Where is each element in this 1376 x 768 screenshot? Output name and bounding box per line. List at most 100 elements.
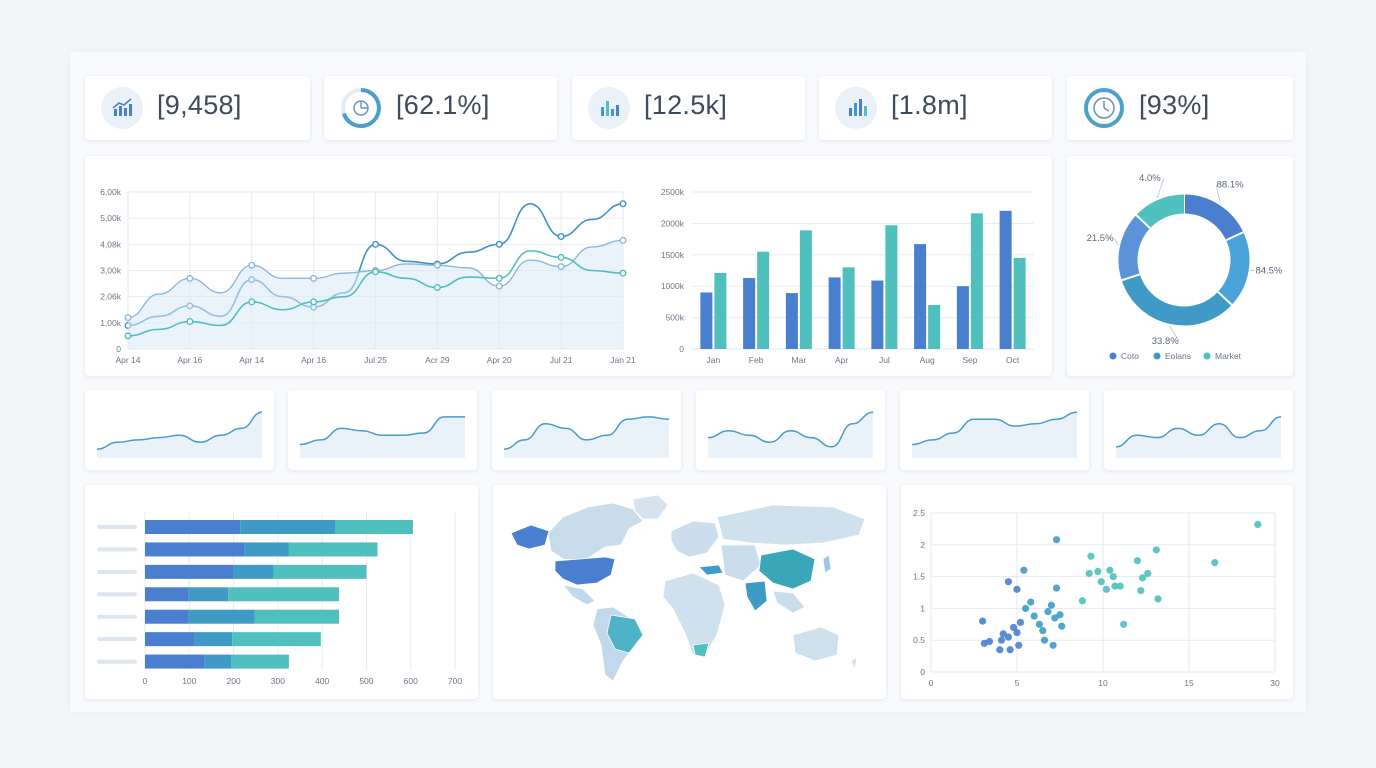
scatter-point bbox=[1051, 614, 1059, 622]
bar-chart-icon bbox=[835, 87, 877, 129]
sparkline-line bbox=[911, 411, 1078, 446]
row-label-placeholder bbox=[97, 569, 137, 574]
map-region-turkey bbox=[698, 564, 724, 576]
world-map[interactable] bbox=[493, 485, 886, 699]
slice-label: 88.1% bbox=[1217, 179, 1244, 190]
y-tick-label: 3,00k bbox=[100, 266, 122, 276]
trend-chart-icon bbox=[101, 87, 143, 129]
map-region-southeast-asia bbox=[772, 590, 806, 614]
map-region-russia bbox=[716, 504, 866, 546]
bar bbox=[914, 244, 927, 349]
bar-segment bbox=[273, 564, 367, 579]
donut-slice bbox=[1217, 232, 1250, 305]
donut-slice bbox=[1136, 194, 1185, 229]
label-leader bbox=[1156, 177, 1165, 199]
map-region-middle-asia bbox=[720, 544, 762, 582]
bar-segment bbox=[240, 520, 336, 534]
y-tick-label: 2500k bbox=[661, 187, 685, 197]
sparkline-area bbox=[1116, 416, 1281, 458]
scatter-point bbox=[1009, 623, 1018, 632]
bar-chart-icon bbox=[588, 87, 630, 129]
slice-separator bbox=[1225, 231, 1244, 242]
x-tick-label: 600 bbox=[404, 676, 418, 686]
label-leader bbox=[1113, 238, 1119, 246]
scatter-point bbox=[1085, 569, 1093, 578]
world-map-card bbox=[493, 485, 886, 699]
bar-segment bbox=[228, 587, 339, 602]
kpi-value: [62.1%] bbox=[396, 90, 490, 120]
scatter-point bbox=[1254, 520, 1262, 529]
x-tick-label: Sep bbox=[962, 355, 977, 365]
scatter-point bbox=[1013, 628, 1021, 637]
bar bbox=[700, 292, 713, 349]
sparkline-chart bbox=[911, 411, 1078, 458]
scatter-point bbox=[1052, 536, 1061, 544]
scatter-point bbox=[1049, 641, 1057, 649]
sparkline-card-5[interactable] bbox=[900, 390, 1089, 470]
kpi-value: [93%] bbox=[1139, 90, 1210, 120]
scatter-point bbox=[1052, 584, 1061, 592]
x-tick-label: 5 bbox=[1015, 678, 1020, 688]
donut-chart-card: 88.1% 84.5% 33.8% 21.5% 4.0% Coto Eolans Market bbox=[1067, 156, 1293, 376]
x-tick-label: 100 bbox=[182, 676, 196, 686]
bar bbox=[714, 273, 727, 349]
bar bbox=[970, 213, 983, 349]
series-point bbox=[557, 263, 565, 271]
sparkline-chart bbox=[96, 411, 263, 458]
map-region-australia bbox=[792, 626, 840, 662]
legend-label: Coto bbox=[1121, 351, 1139, 361]
sparkline-line bbox=[1115, 416, 1282, 448]
pie-chart-icon bbox=[340, 87, 382, 129]
bar-segment bbox=[231, 654, 289, 669]
x-tick-label: 200 bbox=[226, 676, 240, 686]
scatter-point bbox=[979, 617, 987, 625]
scatter-point bbox=[1040, 636, 1049, 644]
kpi-card-4[interactable]: [1.8m] bbox=[819, 76, 1052, 140]
y-tick-label: 1 bbox=[920, 603, 925, 613]
sparkline-area bbox=[97, 412, 262, 458]
slice-label: 4.0% bbox=[1139, 173, 1161, 184]
bar-segment bbox=[288, 542, 378, 557]
row-label-placeholder bbox=[97, 637, 137, 642]
kpi-card-1[interactable]: [9,458] bbox=[85, 76, 310, 140]
scatter-point bbox=[1097, 578, 1105, 586]
series-point bbox=[495, 282, 503, 290]
x-tick-label: Apr 14 bbox=[239, 355, 264, 365]
scatter-point bbox=[1133, 557, 1141, 565]
scatter-point bbox=[1094, 567, 1102, 576]
series-point bbox=[310, 298, 318, 306]
sparkline-line bbox=[707, 411, 874, 448]
kpi-value: [1.8m] bbox=[891, 90, 968, 120]
scatter-point bbox=[997, 636, 1006, 644]
bar bbox=[842, 267, 855, 349]
sparkline-card-1[interactable] bbox=[85, 390, 274, 470]
sparkline-card-3[interactable] bbox=[492, 390, 681, 470]
row-label-placeholder bbox=[97, 614, 137, 619]
map-region-japan bbox=[822, 554, 832, 574]
bar-segment bbox=[145, 587, 189, 602]
kpi-value: [9,458] bbox=[157, 90, 242, 120]
series-point bbox=[433, 284, 441, 292]
main-charts-card: 0 1,00k 2,06k 3,00k 4,08k 5,00k 6,00k Apr 14 Apr… bbox=[85, 156, 1052, 376]
scatter-point bbox=[1016, 618, 1025, 626]
sparkline-card-4[interactable] bbox=[696, 390, 885, 470]
sparkline-card-2[interactable] bbox=[288, 390, 477, 470]
bar-segment bbox=[254, 609, 339, 624]
bar-segment bbox=[335, 520, 413, 534]
kpi-card-3[interactable]: [12.5k] bbox=[572, 76, 805, 140]
map-region-alaska bbox=[510, 524, 550, 550]
label-leader bbox=[1215, 184, 1221, 204]
x-tick-label: 700 bbox=[448, 676, 462, 686]
legend-dot bbox=[1109, 352, 1117, 360]
kpi-card-2[interactable]: [62.1%] bbox=[324, 76, 557, 140]
y-tick-label: 6,00k bbox=[100, 187, 122, 197]
scatter-point bbox=[1138, 574, 1147, 582]
sparkline-card-6[interactable] bbox=[1104, 390, 1293, 470]
series-point bbox=[372, 268, 380, 276]
kpi-card-5[interactable]: [93%] bbox=[1067, 76, 1293, 140]
sparkline-chart bbox=[299, 416, 465, 458]
bar bbox=[956, 286, 969, 349]
series-point bbox=[124, 332, 132, 340]
scatter-point bbox=[1152, 546, 1160, 554]
x-tick-label: Apr 14 bbox=[115, 355, 140, 365]
